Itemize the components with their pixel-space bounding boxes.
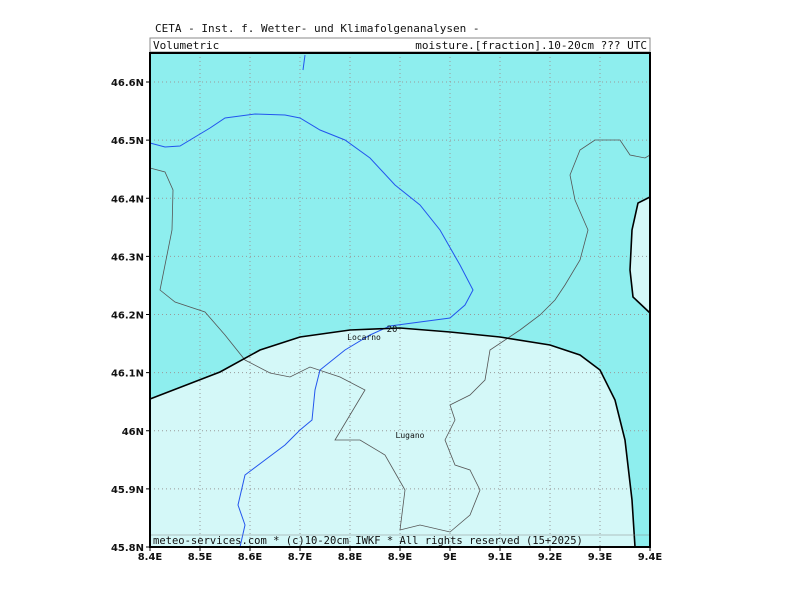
x-tick-label: 9.4E <box>638 552 663 563</box>
y-tick-label: 46.1N <box>111 369 144 380</box>
x-tick-label: 9.1E <box>488 552 513 563</box>
x-tick-label: 9.2E <box>538 552 563 563</box>
x-tick-label: 9.3E <box>588 552 613 563</box>
border <box>149 139 651 533</box>
region-low <box>630 197 650 313</box>
y-tick-label: 46N <box>122 427 144 438</box>
region-low <box>150 328 635 547</box>
map-area: 20 Locarno Lugano meteo-services.com * (… <box>149 52 651 548</box>
x-tick-label: 8.5E <box>188 552 213 563</box>
x-tick-label: 8.7E <box>288 552 313 563</box>
subtitle-right: moisture.[fraction].10-20cm ??? UTC <box>415 39 647 52</box>
x-tick-label: 9E <box>443 552 457 563</box>
contour <box>149 196 651 548</box>
y-tick-label: 46.2N <box>111 311 144 322</box>
river <box>149 54 474 548</box>
y-tick-label: 45.9N <box>111 485 144 496</box>
footer: meteo-services.com * (c)10-20cm IWKF * A… <box>153 535 583 547</box>
subtitle-left: Volumetric <box>153 39 219 52</box>
y-tick-label: 46.6N <box>111 78 144 89</box>
place-label: Locarno <box>347 333 381 342</box>
y-tick-label: 45.8N <box>111 543 144 554</box>
title: CETA - Inst. f. Wetter- und Klimafolgena… <box>155 22 480 35</box>
contour-label: 20 <box>387 325 398 335</box>
x-tick-label: 8.4E <box>138 552 163 563</box>
y-tick-label: 46.5N <box>111 136 144 147</box>
x-tick-label: 8.8E <box>338 552 363 563</box>
place-label: Lugano <box>396 431 425 440</box>
ticks: 46.6N 46.5N 46.4N 46.3N 46.2N 46.1N 46N 45.9N 45… <box>111 78 662 563</box>
x-tick-label: 8.9E <box>388 552 413 563</box>
y-tick-label: 46.3N <box>111 252 144 263</box>
x-tick-label: 8.6E <box>238 552 263 563</box>
y-tick-label: 46.4N <box>111 194 144 205</box>
